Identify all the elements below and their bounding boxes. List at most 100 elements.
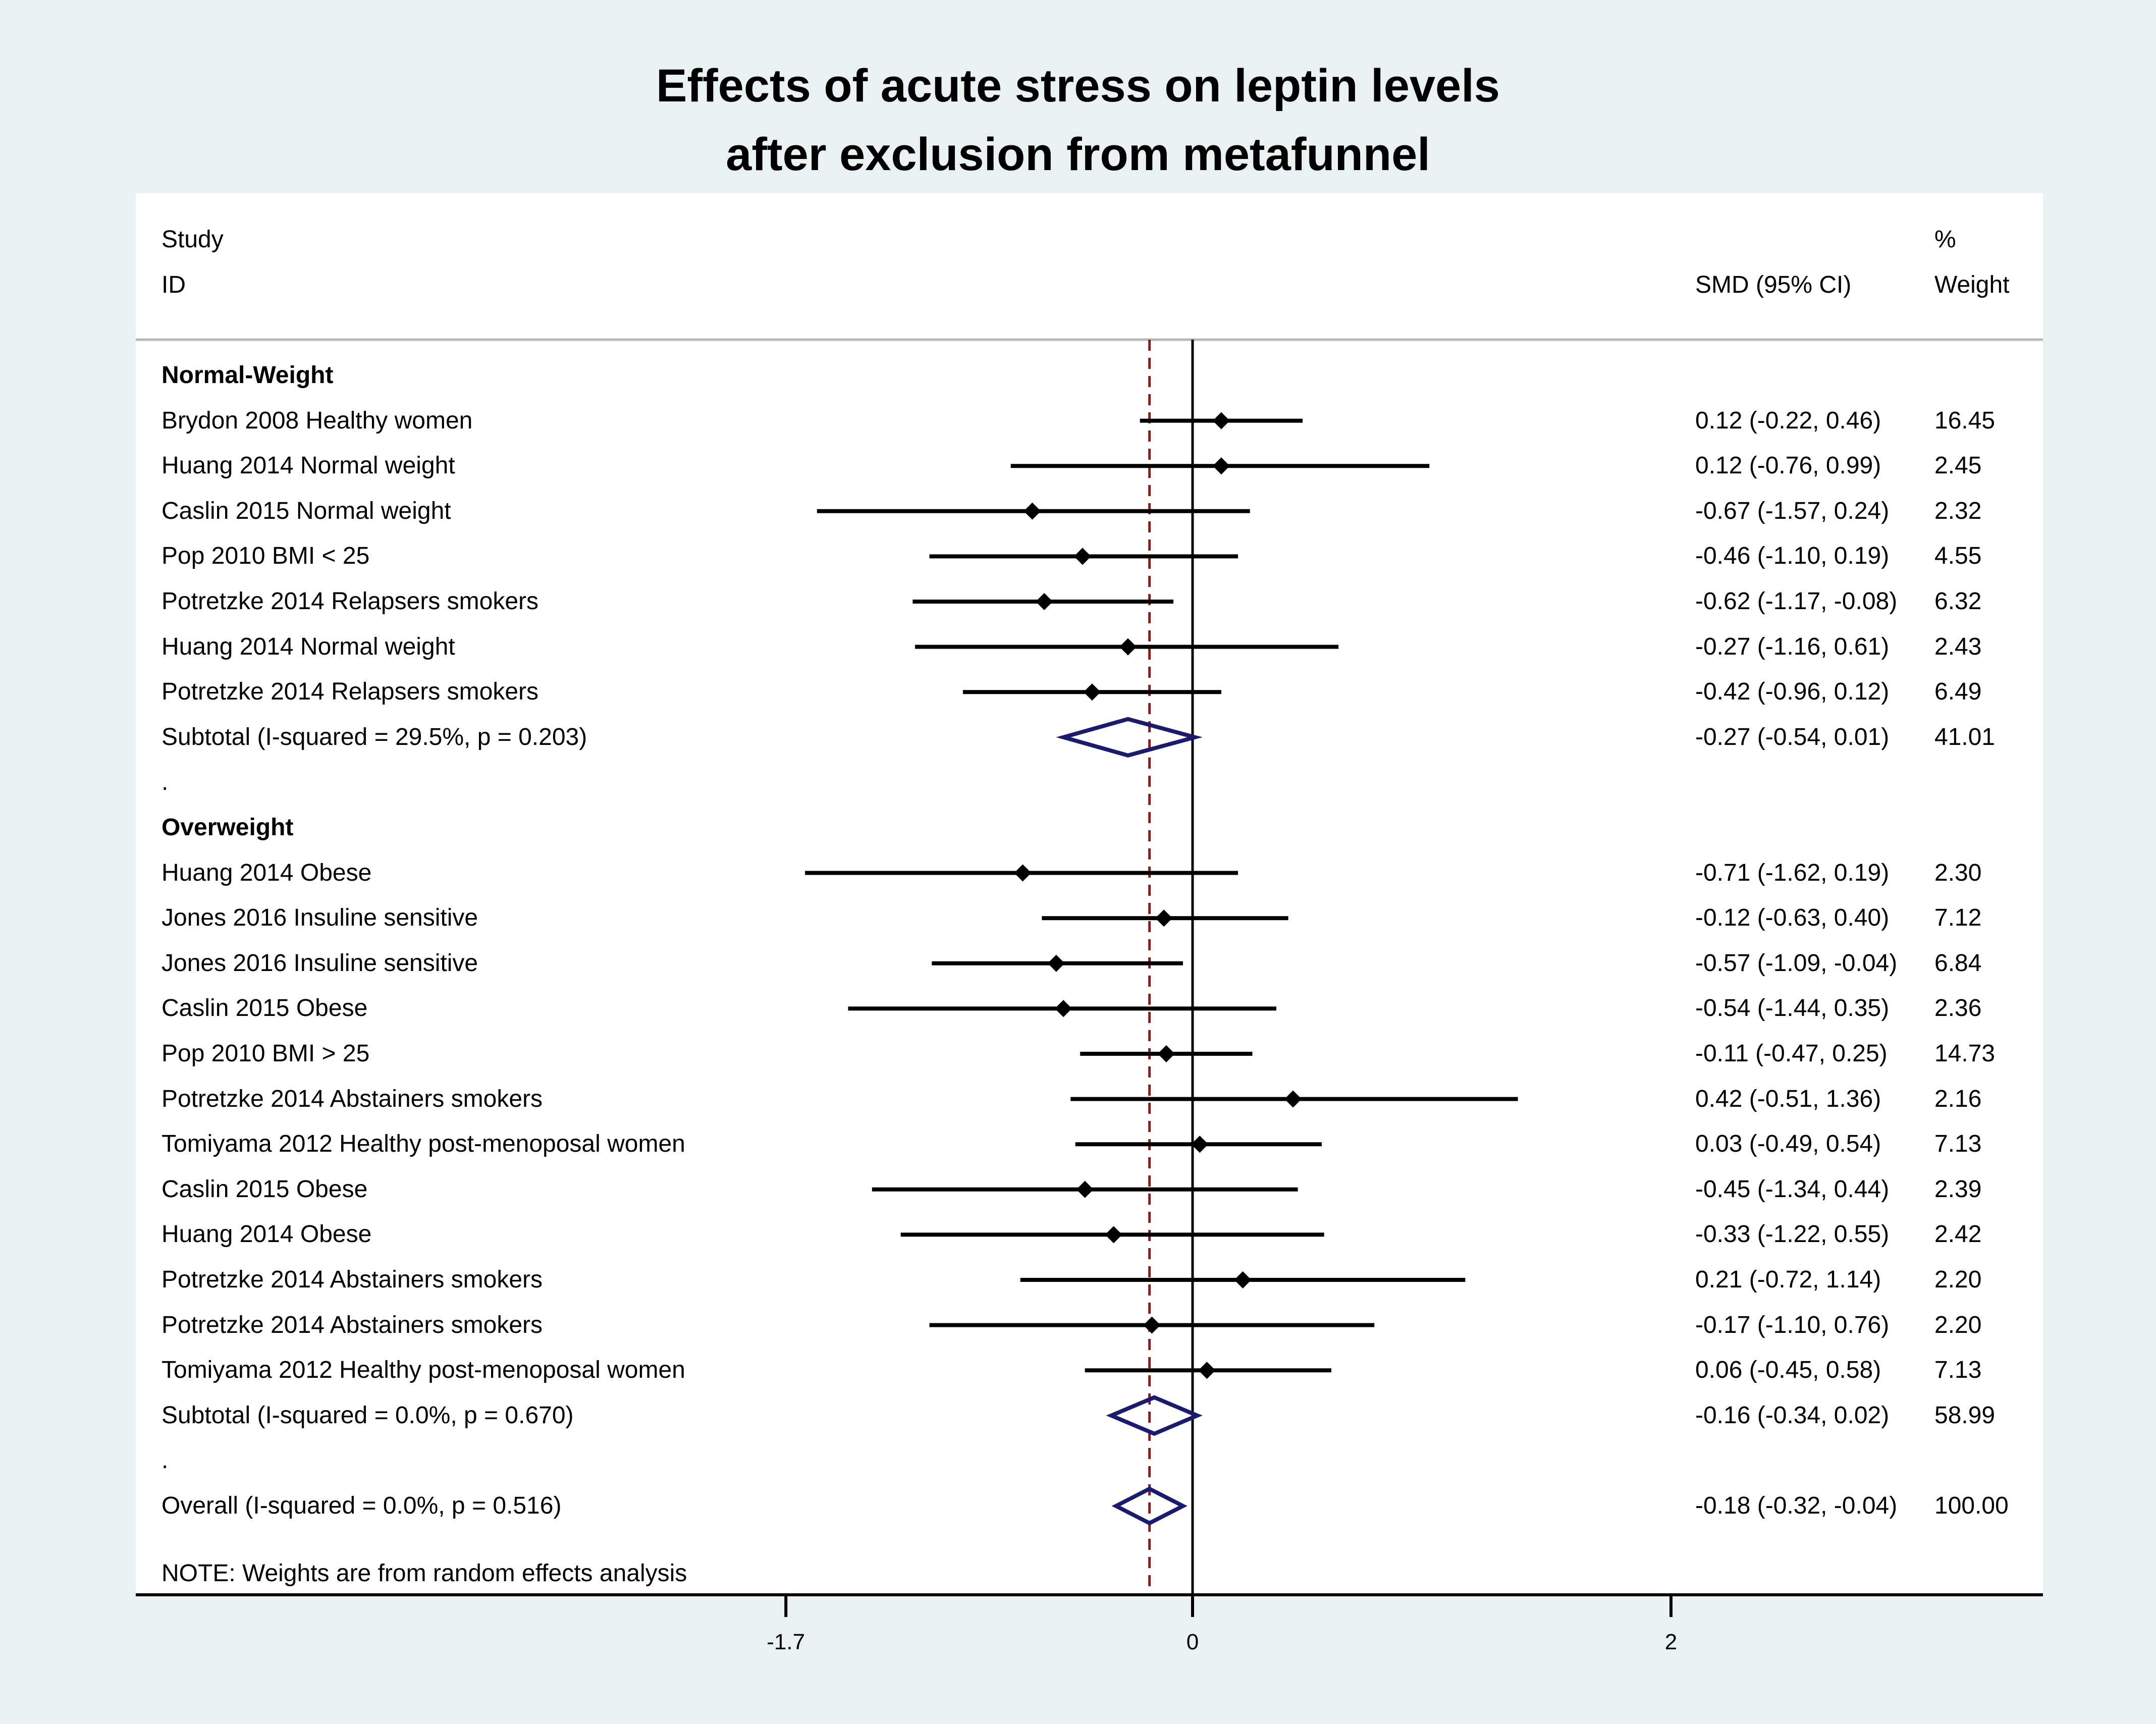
- group-heading: Overweight: [161, 814, 294, 841]
- study-label: Potretzke 2014 Abstainers smokers: [161, 1311, 543, 1338]
- study-weight: 2.32: [1934, 497, 1982, 524]
- study-label: Pop 2010 BMI < 25: [161, 543, 370, 570]
- study-weight: 7.13: [1934, 1357, 1982, 1384]
- subtotal-diamond: [1106, 1395, 1203, 1436]
- forest-plot-panel: Study ID SMD (95% CI) % Weight NOTE: Wei…: [136, 193, 2043, 1595]
- study-weight: 2.16: [1934, 1085, 1982, 1112]
- study-label: Tomiyama 2012 Healthy post-menoposal wom…: [161, 1130, 685, 1158]
- study-point-estimate: [1212, 457, 1230, 475]
- study-weight: 2.39: [1934, 1175, 1982, 1203]
- study-point-estimate: [1105, 1226, 1122, 1244]
- x-tick-label: 2: [1664, 1630, 1678, 1654]
- study-label: Potretzke 2014 Abstainers smokers: [161, 1266, 543, 1293]
- study-effect-ci: -0.27 (-1.16, 0.61): [1695, 633, 1890, 660]
- study-effect-ci: 0.12 (-0.22, 0.46): [1695, 407, 1881, 434]
- study-point-estimate: [1119, 638, 1137, 656]
- study-point-estimate: [1155, 909, 1173, 927]
- study-effect-ci: 0.42 (-0.51, 1.36): [1695, 1085, 1881, 1112]
- study-label: Caslin 2015 Normal weight: [161, 497, 451, 524]
- header-study: Study: [161, 226, 224, 253]
- study-point-estimate: [1023, 502, 1041, 520]
- study-weight: 2.42: [1934, 1221, 1982, 1248]
- row-spacer: .: [161, 769, 169, 796]
- study-point-estimate: [1198, 1362, 1216, 1379]
- chart-title-line-1: Effects of acute stress on leptin levels: [656, 60, 1500, 112]
- header-effect: SMD (95% CI): [1695, 272, 1852, 298]
- study-effect-ci: 0.21 (-0.72, 1.14): [1695, 1266, 1881, 1293]
- study-effect-ci: -0.46 (-1.10, 0.19): [1695, 543, 1890, 570]
- subtotal-label: Subtotal (I-squared = 29.5%, p = 0.203): [161, 723, 587, 750]
- study-label: Potretzke 2014 Abstainers smokers: [161, 1085, 543, 1112]
- subtotal-diamond: [1056, 717, 1203, 758]
- group-heading: Normal-Weight: [161, 362, 334, 389]
- study-label: Caslin 2015 Obese: [161, 995, 368, 1022]
- study-point-estimate: [1055, 1000, 1072, 1017]
- study-point-estimate: [1212, 412, 1230, 429]
- study-effect-ci: -0.54 (-1.44, 0.35): [1695, 995, 1890, 1022]
- study-weight: 2.20: [1934, 1311, 1982, 1338]
- study-effect-ci: -0.67 (-1.57, 0.24): [1695, 497, 1890, 524]
- chart-title-line-2: after exclusion from metafunnel: [726, 129, 1430, 180]
- study-effect-ci: 0.12 (-0.76, 0.99): [1695, 452, 1881, 479]
- x-tick-label: -1.7: [767, 1630, 805, 1654]
- overall-label: Overall (I-squared = 0.0%, p = 0.516): [161, 1492, 562, 1519]
- study-weight: 16.45: [1934, 407, 1996, 434]
- study-point-estimate: [1191, 1136, 1209, 1153]
- study-weight: 2.20: [1934, 1266, 1982, 1293]
- study-effect-ci: -0.12 (-0.63, 0.40): [1695, 904, 1890, 932]
- study-label: Huang 2014 Normal weight: [161, 633, 455, 660]
- study-effect-ci: -0.17 (-1.10, 0.76): [1695, 1311, 1890, 1338]
- header-id: ID: [161, 272, 186, 298]
- subtotal-label: Subtotal (I-squared = 0.0%, p = 0.670): [161, 1402, 574, 1429]
- study-point-estimate: [1284, 1090, 1302, 1108]
- forest-plot-svg: [136, 338, 2043, 1595]
- study-label: Brydon 2008 Healthy women: [161, 407, 473, 434]
- study-label: Potretzke 2014 Relapsers smokers: [161, 588, 538, 615]
- study-point-estimate: [1157, 1045, 1175, 1062]
- study-point-estimate: [1234, 1271, 1252, 1288]
- study-label: Jones 2016 Insuline sensitive: [161, 949, 478, 977]
- study-label: Potretzke 2014 Relapsers smokers: [161, 678, 538, 706]
- study-label: Huang 2014 Normal weight: [161, 452, 455, 479]
- study-weight: 2.30: [1934, 859, 1982, 886]
- x-axis-ticks: [784, 1595, 1673, 1617]
- study-label: Huang 2014 Obese: [161, 1221, 372, 1248]
- study-effect-ci: -0.11 (-0.47, 0.25): [1695, 1040, 1888, 1067]
- study-point-estimate: [1076, 1180, 1094, 1198]
- subtotal-effect-ci: -0.16 (-0.34, 0.02): [1695, 1402, 1890, 1429]
- study-label: Caslin 2015 Obese: [161, 1175, 368, 1203]
- study-weight: 6.49: [1934, 678, 1982, 706]
- study-effect-ci: -0.42 (-0.96, 0.12): [1695, 678, 1890, 706]
- study-effect-ci: -0.33 (-1.22, 0.55): [1695, 1221, 1890, 1248]
- study-point-estimate: [1047, 954, 1065, 972]
- footnote: NOTE: Weights are from random effects an…: [161, 1560, 687, 1587]
- study-label: Huang 2014 Obese: [161, 859, 372, 886]
- plot-marks: [805, 340, 1518, 1595]
- study-weight: 4.55: [1934, 543, 1982, 570]
- study-effect-ci: -0.62 (-1.17, -0.08): [1695, 588, 1898, 615]
- study-weight: 7.13: [1934, 1130, 1982, 1158]
- overall-weight: 100.00: [1934, 1492, 2009, 1519]
- study-effect-ci: -0.45 (-1.34, 0.44): [1695, 1175, 1890, 1203]
- study-label: Pop 2010 BMI > 25: [161, 1040, 370, 1067]
- study-effect-ci: 0.03 (-0.49, 0.54): [1695, 1130, 1881, 1158]
- study-point-estimate: [1036, 593, 1053, 610]
- study-weight: 7.12: [1934, 904, 1982, 932]
- overall-diamond: [1111, 1486, 1188, 1526]
- row-spacer: .: [161, 1447, 169, 1474]
- subtotal-effect-ci: -0.27 (-0.54, 0.01): [1695, 723, 1890, 750]
- subtotal-weight: 41.01: [1934, 723, 1996, 750]
- header-weight: Weight: [1934, 272, 2010, 298]
- study-point-estimate: [1143, 1316, 1161, 1334]
- study-point-estimate: [1083, 683, 1101, 701]
- study-weight: 6.84: [1934, 949, 1982, 977]
- study-point-estimate: [1014, 864, 1032, 882]
- study-label: Jones 2016 Insuline sensitive: [161, 904, 478, 932]
- study-weight: 14.73: [1934, 1040, 1996, 1067]
- study-weight: 2.43: [1934, 633, 1982, 660]
- study-point-estimate: [1073, 548, 1091, 565]
- study-label: Tomiyama 2012 Healthy post-menoposal wom…: [161, 1357, 685, 1384]
- x-tick-label: 0: [1186, 1630, 1199, 1654]
